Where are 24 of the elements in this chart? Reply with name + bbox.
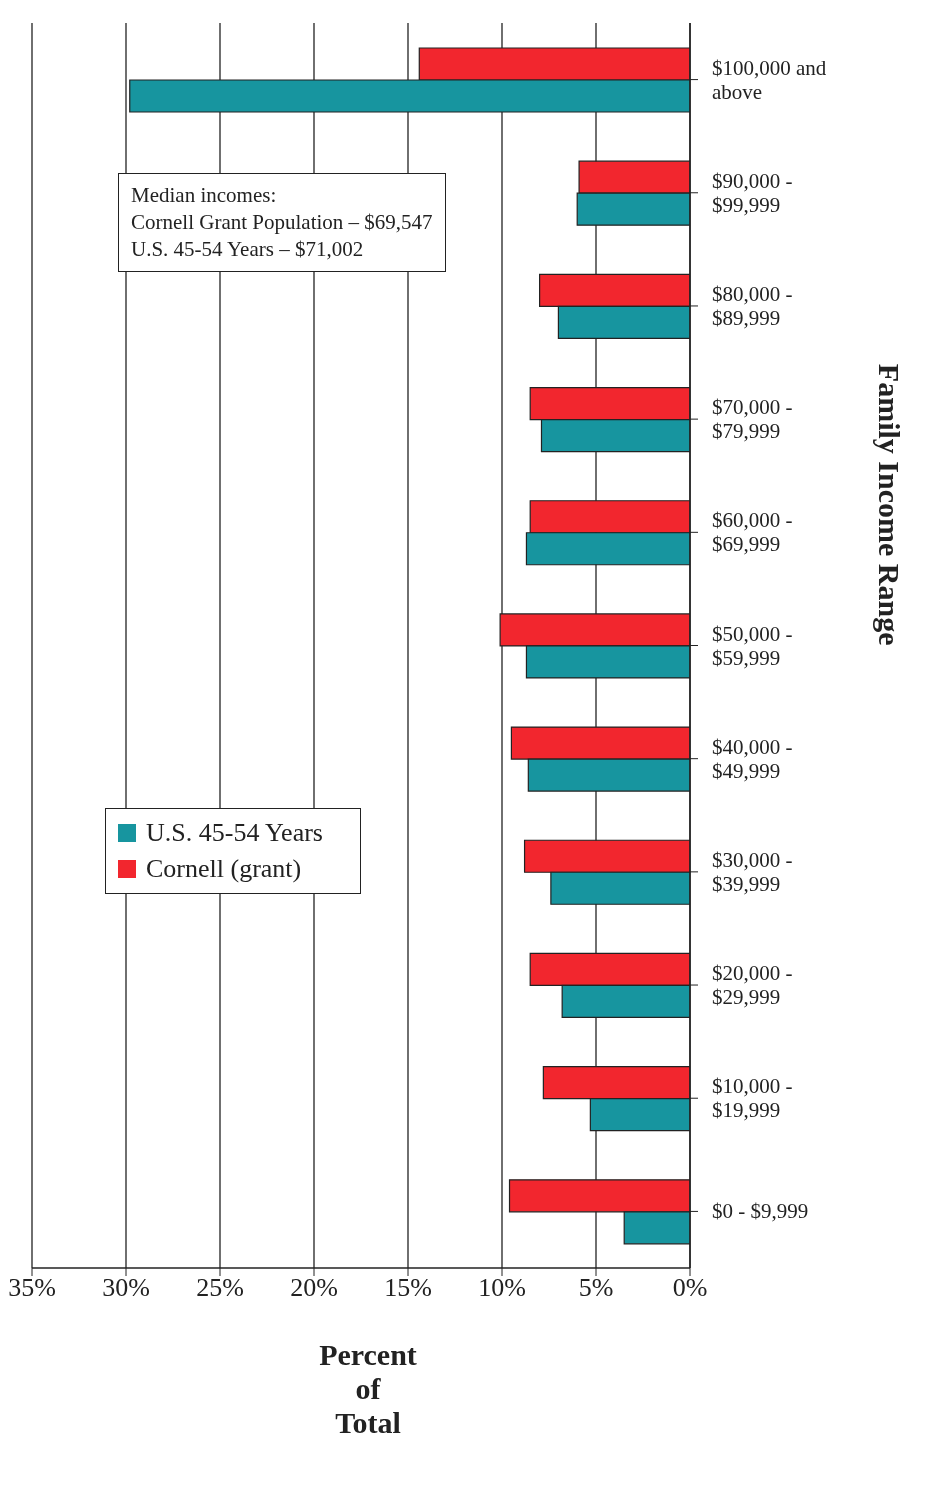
y-axis-title: Family Income Range — [873, 363, 907, 646]
y-tick-label: $90,000 - $99,999 — [712, 168, 793, 217]
x-axis-title: Percent of Total — [318, 1338, 418, 1440]
y-tick-label: $30,000 - $39,999 — [712, 847, 793, 896]
x-tick-label: 35% — [8, 1273, 56, 1303]
x-tick-label: 25% — [196, 1273, 244, 1303]
y-tick-label: $10,000 - $19,999 — [712, 1074, 793, 1123]
y-tick-label: $60,000 - $69,999 — [712, 508, 793, 557]
x-tick-label: 5% — [578, 1273, 614, 1303]
y-tick-label: $70,000 - $79,999 — [712, 395, 793, 444]
y-tick-label: $80,000 - $89,999 — [712, 281, 793, 330]
legend-label: Cornell (grant) — [146, 854, 302, 883]
y-tick-label: $0 - $9,999 — [712, 1199, 809, 1224]
x-tick-label: 10% — [478, 1273, 526, 1303]
y-tick-label: $100,000 and above — [712, 55, 827, 104]
x-tick-label: 0% — [672, 1273, 708, 1303]
legend-label: U.S. 45-54 Years — [146, 818, 323, 847]
x-tick-label: 20% — [290, 1273, 338, 1303]
x-tick-label: 30% — [102, 1273, 150, 1303]
x-tick-label: 15% — [384, 1273, 432, 1303]
y-tick-label: $40,000 - $49,999 — [712, 734, 793, 783]
y-tick-label: $20,000 - $29,999 — [712, 961, 793, 1010]
annotation: Median incomes: Cornell Grant Population – $69,547 U.S. 45-54 Years – $71,002 — [118, 173, 446, 272]
y-tick-label: $50,000 - $59,999 — [712, 621, 793, 670]
